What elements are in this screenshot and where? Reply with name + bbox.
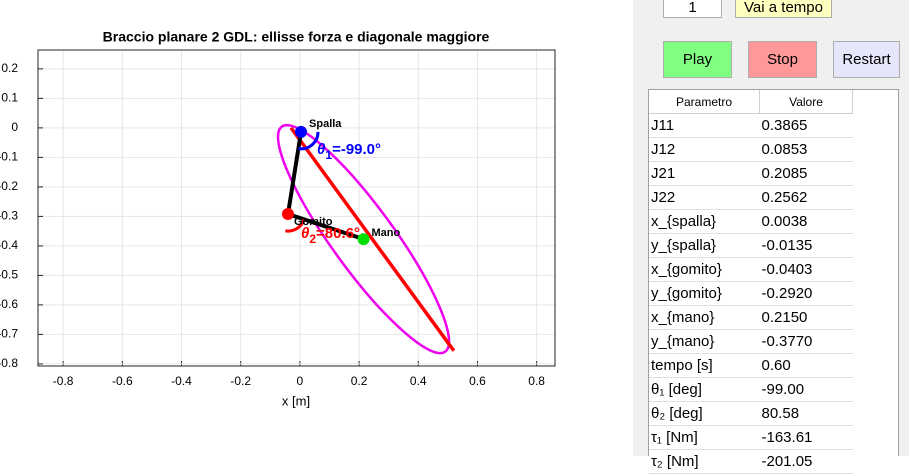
parameter-cell: y_{mano} <box>649 329 760 354</box>
table-row: tempo [s] 0.60 <box>649 353 853 378</box>
elbow-joint <box>281 208 294 221</box>
plot-title: Braccio planare 2 GDL: ellisse forza e d… <box>103 29 490 45</box>
value-cell: 0.3865 <box>759 113 853 138</box>
y-tick-label: -0.4 <box>0 238 18 252</box>
parameter-cell: θ₁ [deg] <box>649 377 760 402</box>
y-tick-label: 0.2 <box>1 61 18 75</box>
parameter-cell: J22 <box>649 185 760 210</box>
y-tick-label: -0.1 <box>0 150 18 164</box>
goto-button[interactable]: Vai a tempo <box>735 0 832 18</box>
y-tick-label: -0.6 <box>0 297 18 311</box>
table-row: x_{mano} 0.2150 <box>649 305 853 330</box>
table-row: J11 0.3865 <box>649 113 853 138</box>
value-cell: -0.0403 <box>759 257 853 282</box>
parameter-cell: y_{gomito} <box>649 281 760 306</box>
parameter-cell: θ₂ [deg] <box>649 401 760 426</box>
angle-label: θ1=-99.0° <box>317 141 381 162</box>
force-ellipse <box>276 123 451 355</box>
y-tick-label: -0.5 <box>0 268 18 282</box>
angle-subscript: 2 <box>309 232 316 246</box>
table-row: J12 0.0853 <box>649 137 853 162</box>
y-tick-label: 0 <box>11 120 18 134</box>
table-row: y_{spalla} -0.0135 <box>649 233 853 258</box>
y-tick-label: -0.3 <box>0 209 18 223</box>
x-tick-label: -0.4 <box>171 374 192 388</box>
restart-button[interactable]: Restart <box>833 41 900 78</box>
y-tick-label: -0.7 <box>0 327 18 341</box>
table-row: θ₂ [deg] 80.58 <box>649 401 853 426</box>
x-tick-label: 0.6 <box>469 374 486 388</box>
x-axis-label: x [m] <box>282 393 310 408</box>
joint-label: Gomito <box>294 216 333 228</box>
stop-button[interactable]: Stop <box>748 41 817 78</box>
parameter-cell: tempo [s] <box>649 353 760 378</box>
angle-symbol: θ <box>317 141 326 158</box>
parameter-cell: τ₁ [Nm] <box>649 425 760 450</box>
x-tick-label: 0.2 <box>351 374 368 388</box>
angle-label: θ2=80.6° <box>301 225 360 246</box>
x-tick-label: -0.8 <box>53 374 74 388</box>
time-input[interactable]: 1 <box>663 0 722 18</box>
value-cell: 0.2150 <box>759 305 853 330</box>
parameter-cell: x_{mano} <box>649 305 760 330</box>
x-tick-label: 0.8 <box>528 374 545 388</box>
value-cell: -0.2920 <box>759 281 853 306</box>
value-cell: 0.0853 <box>759 137 853 162</box>
value-cell: -201.05 <box>759 449 853 474</box>
x-tick-label: -0.6 <box>112 374 133 388</box>
major-diagonal <box>289 126 456 352</box>
axes-background <box>38 50 555 366</box>
y-tick-label: 0.1 <box>1 91 18 105</box>
table-row: τ₁ [Nm] -163.61 <box>649 425 853 450</box>
value-cell: 0.2085 <box>759 161 853 186</box>
joint-label: Mano <box>372 227 401 239</box>
shoulder-joint <box>295 125 308 138</box>
value-cell: -99.00 <box>759 377 853 402</box>
axes-box <box>37 49 556 367</box>
angle-arc <box>285 218 306 233</box>
angle-subscript: 1 <box>325 148 332 162</box>
value-cell: -163.61 <box>759 425 853 450</box>
column-header: Parametro <box>649 90 760 114</box>
parameter-cell: J12 <box>649 137 760 162</box>
x-tick-label: 0 <box>297 374 304 388</box>
value-cell: 0.0038 <box>759 209 853 234</box>
table-row: τ₂ [Nm] -201.05 <box>649 449 853 474</box>
parameter-cell: x_{spalla} <box>649 209 760 234</box>
parameter-cell: J21 <box>649 161 760 186</box>
table-row: J22 0.2562 <box>649 185 853 210</box>
table-row: x_{spalla} 0.0038 <box>649 209 853 234</box>
play-button[interactable]: Play <box>663 41 732 78</box>
angle-arc <box>298 131 320 151</box>
parameter-cell: y_{spalla} <box>649 233 760 258</box>
y-tick-label: -0.2 <box>0 179 18 193</box>
value-cell: -0.3770 <box>759 329 853 354</box>
parameter-cell: J11 <box>649 113 760 138</box>
joint-label: Spalla <box>309 118 342 130</box>
column-header: Valore <box>759 90 853 114</box>
table-row: y_{gomito} -0.2920 <box>649 281 853 306</box>
x-tick-label: -0.2 <box>230 374 251 388</box>
hand-joint <box>357 233 370 246</box>
value-cell: 0.2562 <box>759 185 853 210</box>
value-cell: 0.60 <box>759 353 853 378</box>
x-tick-label: 0.4 <box>410 374 427 388</box>
value-cell: 80.58 <box>759 401 853 426</box>
value-cell: -0.0135 <box>759 233 853 258</box>
plot: Braccio planare 2 GDL: ellisse forza e d… <box>0 29 556 408</box>
parameter-cell: τ₂ [Nm] <box>649 449 760 474</box>
table-row: J21 0.2085 <box>649 161 853 186</box>
table-row: y_{mano} -0.3770 <box>649 329 853 354</box>
angle-symbol: θ <box>301 225 310 242</box>
table-row: x_{gomito} -0.0403 <box>649 257 853 282</box>
parameter-table: Parametro Valore J11 0.3865 J12 0.0853 J21 0.… <box>648 89 899 474</box>
angle-value: =-99.0° <box>332 141 381 158</box>
y-tick-label: -0.8 <box>0 356 18 370</box>
parameter-cell: x_{gomito} <box>649 257 760 282</box>
angle-value: =80.6° <box>316 225 360 242</box>
table-row: θ₁ [deg] -99.00 <box>649 377 853 402</box>
